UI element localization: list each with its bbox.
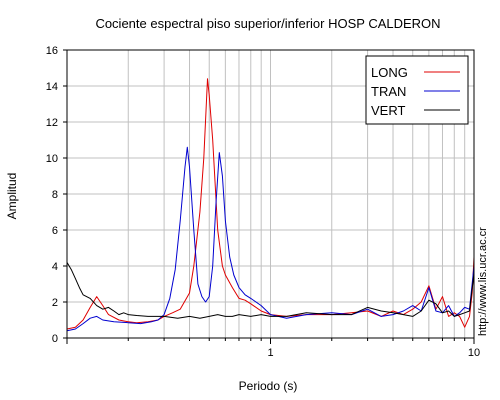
y-tick-label: 12 [46, 117, 58, 129]
y-tick-label: 4 [52, 261, 58, 273]
x-tick-label: 10 [468, 347, 480, 359]
y-axis-ticks: 0 2 4 6 8 10 12 14 16 [46, 45, 67, 345]
y-tick-label: 2 [52, 297, 58, 309]
chart-title: Cociente espectral piso superior/inferio… [95, 16, 440, 31]
y-tick-label: 0 [52, 333, 58, 345]
y-tick-label: 6 [52, 225, 58, 237]
series-line-vert [66, 262, 475, 319]
y-tick-label: 8 [52, 189, 58, 201]
y-tick-label: 16 [46, 45, 58, 57]
legend: LONG TRAN VERT [365, 55, 469, 125]
plot-lines [66, 78, 475, 332]
legend-label-vert: VERT [371, 103, 405, 118]
y-tick-label: 14 [46, 81, 58, 93]
y-axis-label: Amplitud [5, 173, 19, 220]
legend-label-tran: TRAN [371, 84, 406, 99]
x-tick-label: 1 [267, 347, 273, 359]
legend-label-long: LONG [371, 65, 408, 80]
legend-box [365, 55, 469, 125]
series-line-tran [66, 146, 475, 332]
y-tick-label: 10 [46, 153, 58, 165]
series-line-long [66, 78, 475, 330]
x-axis-label: Periodo (s) [239, 379, 298, 393]
credit-url: http://www.lis.ucr.ac.cr [477, 227, 489, 336]
grid [67, 49, 474, 339]
x-axis-ticks: 1 10 [66, 338, 480, 359]
